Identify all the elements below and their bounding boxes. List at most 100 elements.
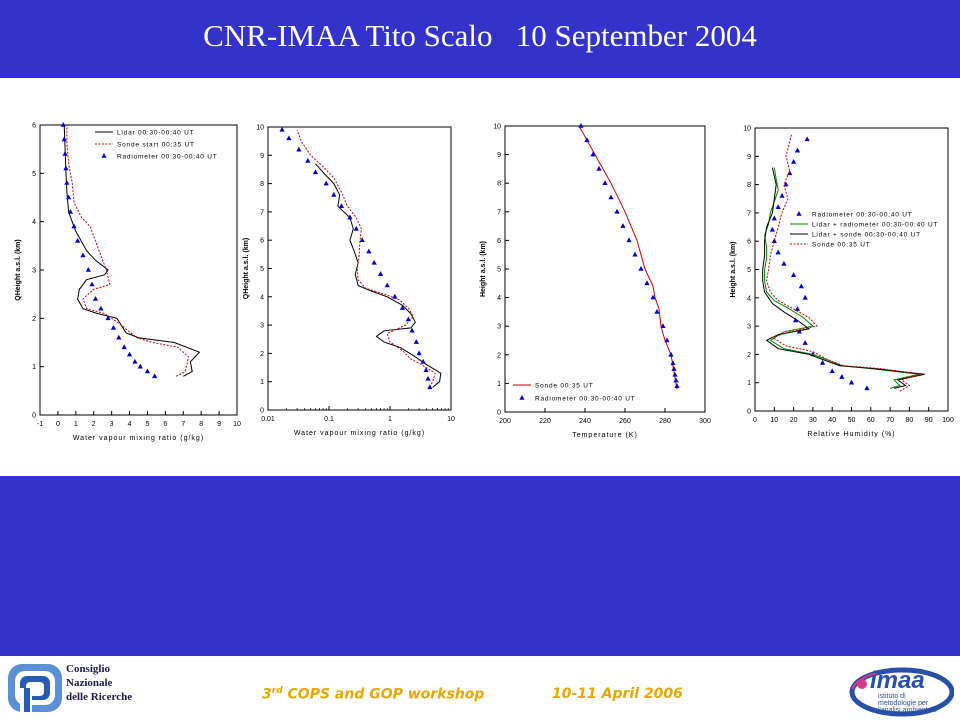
series-3-marker [425, 375, 431, 381]
y-tick-label: 4 [747, 295, 751, 302]
y-tick-label: 3 [260, 323, 264, 330]
series-1-marker [792, 317, 799, 323]
y-tick-label: 6 [32, 123, 36, 130]
legend-marker [519, 395, 525, 400]
chart-4: 0 10 20 30 40 50 60 70 80 90 100 0 1 2 3 4 5 6 7 8 9 10 Relati… [730, 126, 954, 439]
x-tick-label: 0 [753, 417, 757, 424]
legend-marker [796, 211, 802, 216]
series-3-marker [305, 157, 311, 163]
series-2-line [764, 167, 920, 389]
x-tick-label: 2 [92, 421, 96, 428]
x-tick-label: 0.01 [261, 416, 275, 423]
y-tick-label: 6 [260, 238, 264, 245]
x-tick-label: 5 [146, 421, 150, 428]
y-tick-label: 2 [747, 352, 751, 359]
series-3-marker [66, 194, 72, 200]
series-3-marker [152, 373, 158, 379]
series-2-marker [596, 165, 602, 171]
y-tick-label: 1 [32, 364, 36, 371]
page-title: CNR-IMAA Tito Scalo 10 September 2004 [203, 18, 757, 53]
y-tick-label: 8 [260, 181, 264, 188]
x-tick-label: 220 [539, 418, 551, 425]
series-3-marker [371, 259, 377, 265]
y-tick-label: 5 [260, 266, 264, 273]
series-1-marker [819, 359, 826, 365]
y-tick-label: 7 [747, 210, 751, 217]
series-3-marker [377, 271, 384, 276]
series-3-marker [353, 225, 359, 231]
x-tick-label: 200 [499, 418, 511, 425]
legend-label: Radiometer 00:30-00:40 UT [117, 154, 218, 161]
y-tick-label: 2 [260, 351, 264, 358]
legend-label: Sonde 00:35 UT [535, 383, 594, 390]
imaa-sub-1: istituto di [878, 693, 906, 700]
series-3-marker [427, 384, 433, 390]
x-tick-label: 4 [128, 421, 132, 428]
series-1-marker [804, 136, 810, 142]
series-3-marker [338, 203, 345, 209]
workshop-dates: 10-11 April 2006 [552, 686, 683, 702]
x-tick-label: 0.1 [324, 416, 334, 423]
y-tick-label: 6 [747, 239, 751, 246]
series-3-line [762, 167, 925, 389]
series-1-marker [775, 204, 781, 210]
series-3-marker [61, 136, 67, 142]
series-3-marker [420, 358, 426, 364]
series-2-marker [620, 223, 626, 228]
x-tick-label: 0 [56, 421, 60, 428]
legend-label: Radiometer 00:30-00:40 UT [812, 212, 913, 219]
series-3-marker [413, 339, 419, 344]
series-3-marker [137, 363, 143, 369]
series-1-marker [848, 379, 855, 385]
series-3-marker [98, 305, 104, 311]
x-tick-label: 6 [163, 421, 167, 428]
x-tick-label: 90 [925, 417, 933, 424]
chart-1-frame [39, 124, 238, 416]
workshop-title: 3rd COPS and GOP workshop [262, 686, 484, 703]
x-axis-label: Temperature (K) [572, 432, 638, 439]
series-1-marker [864, 385, 870, 391]
x-tick-label: 30 [809, 417, 817, 424]
legend-label: Lidar 00:30-00:40 UT [117, 130, 194, 137]
series-1-marker [839, 374, 845, 379]
series-2-marker [614, 208, 620, 214]
series-3-marker [416, 350, 422, 356]
y-tick-label: 5 [747, 267, 751, 274]
cnr-name: Consiglio Nazionale delle Ricerche [66, 662, 132, 704]
imaa-logo: imaa istituto di metodologie per l'anali… [849, 667, 954, 717]
x-tick-label: 280 [659, 418, 671, 425]
chart-area: -1 0 1 2 3 4 5 6 7 8 9 10 0 1 2 3 4 5 6 Water vapour mixing… [0, 78, 960, 476]
series-1-marker [787, 170, 793, 176]
y-tick-label: 5 [497, 267, 501, 274]
y-tick-label: 6 [497, 238, 501, 245]
x-tick-label: 20 [790, 417, 798, 424]
series-3-marker [296, 146, 302, 152]
workshop-prefix: 3 [262, 686, 272, 703]
cnr-line-2: Nazionale [66, 677, 113, 689]
series-1-marker [791, 272, 797, 277]
title-bar: CNR-IMAA Tito Scalo 10 September 2004 [0, 0, 960, 78]
series-3-marker [110, 325, 117, 330]
series-3-marker [60, 122, 66, 127]
series-3-marker [67, 209, 74, 214]
imaa-name: imaa [870, 667, 925, 694]
y-axis-label: Height a.s.l. (km) [480, 241, 487, 297]
series-3-marker [116, 334, 122, 340]
y-axis-label: Height a.s.l. (km) [730, 241, 737, 297]
y-tick-label: 0 [497, 410, 501, 417]
series-3-marker [286, 135, 292, 141]
cnr-logo-icon [8, 664, 62, 712]
series-3-marker [384, 282, 390, 288]
series-3-marker [323, 180, 329, 186]
y-tick-label: 3 [497, 324, 501, 331]
series-3-marker [121, 344, 127, 350]
y-tick-label: 7 [260, 209, 264, 216]
series-1-marker [802, 294, 808, 300]
y-tick-label: 1 [747, 380, 751, 387]
x-tick-label: 10 [233, 421, 241, 428]
series-3-marker [409, 327, 415, 333]
series-3-marker [347, 214, 353, 220]
chart-2-frame [267, 126, 452, 411]
